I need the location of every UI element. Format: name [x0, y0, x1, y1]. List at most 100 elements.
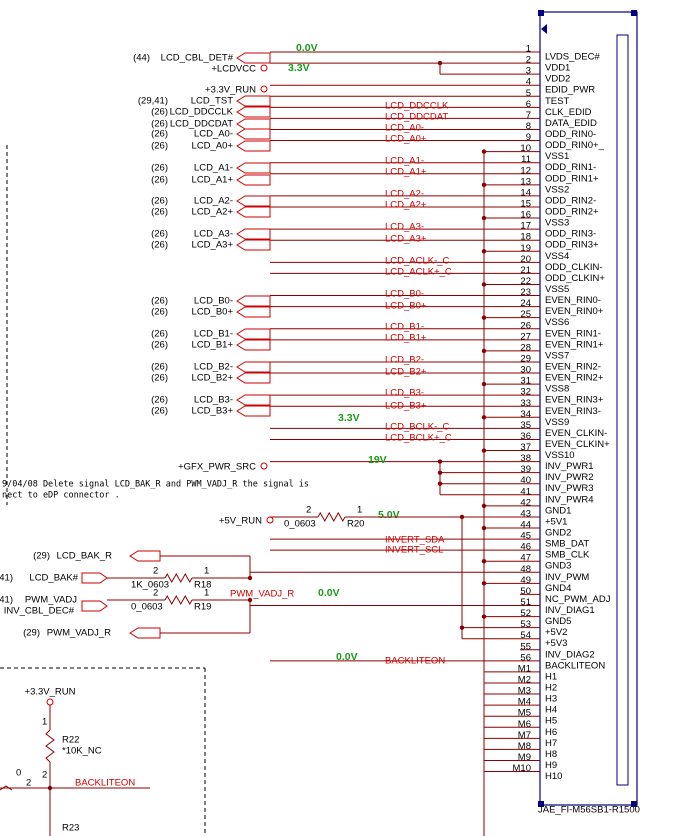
net-name: LCD_BAK_R	[57, 551, 113, 562]
pin-name: H3	[545, 694, 557, 705]
net-name: LCD_A1+	[192, 175, 234, 186]
junction	[481, 581, 487, 586]
net-label: LCD_B3-	[385, 388, 424, 399]
pin-name: VDD1	[545, 63, 570, 74]
junction	[481, 315, 487, 320]
pin-number: 40	[520, 475, 531, 486]
port	[236, 174, 271, 186]
net-name: +5V_RUN	[219, 516, 262, 527]
pin-number: 47	[520, 553, 531, 564]
pin-name: H1	[545, 671, 557, 682]
connector-slot	[616, 34, 629, 786]
pin-number: 50	[520, 586, 531, 597]
junction	[459, 625, 465, 630]
pin-name: EVEN_CLKIN+	[545, 439, 610, 450]
pin-number: 27	[520, 331, 531, 342]
pin-number: 1	[204, 588, 209, 599]
net-ref: (26)	[151, 307, 168, 318]
pin-name: +5V1	[545, 516, 567, 527]
junction	[481, 614, 487, 619]
pin-number: 21	[520, 265, 531, 276]
port	[236, 306, 271, 318]
pin-number: 41	[520, 486, 531, 497]
net-label: LCD_DDCDAT	[385, 112, 448, 123]
junction	[481, 215, 487, 221]
net-label: LCD_B0+	[385, 301, 427, 312]
resistor-ref: R20	[347, 518, 364, 529]
net-label: LCD_BCLK-_C	[385, 422, 450, 433]
power-port	[266, 516, 274, 524]
net-name: LCD_B3-	[194, 395, 233, 406]
pin-number: M6	[518, 719, 531, 730]
pin-number: 17	[520, 221, 531, 232]
pin-number: 11	[521, 154, 531, 165]
net-label: LCD_A1-	[385, 156, 424, 167]
pin-name: ODD_RIN0-	[545, 129, 596, 140]
pin-name: EVEN_RIN0-	[545, 295, 601, 306]
pin-number: 38	[520, 453, 531, 464]
net-name: LCD_B2+	[192, 373, 234, 384]
resistor-ref: R23	[62, 823, 79, 834]
net-label: LCD_B1-	[385, 322, 424, 333]
net-name: LCD_B0-	[194, 296, 233, 307]
port	[129, 550, 161, 562]
pin-number: 33	[520, 398, 531, 409]
net-name: PWM_VADJ	[25, 595, 77, 606]
voltage: 0.0V	[336, 651, 358, 663]
net-label: LCD_A0-	[385, 123, 424, 134]
pin-number: 2	[42, 770, 47, 781]
pin-number: 42	[520, 497, 531, 508]
net-name: LCD_DDCDAT	[170, 119, 233, 130]
pin-number: 26	[520, 320, 531, 331]
pin-name: ODD_RIN3-	[545, 229, 596, 240]
pin-name: VDD2	[545, 74, 570, 85]
net-label: LCD_A2+	[385, 200, 427, 211]
connector-part: JAE_FI-M56SB1-R1500	[538, 805, 640, 816]
pin-name: ODD_RIN2-	[545, 195, 596, 206]
voltage: 5.0V	[378, 509, 400, 521]
pin-number: 23	[520, 287, 531, 298]
pin-number: 55	[520, 641, 531, 652]
net-name: LCD_A1-	[194, 163, 233, 174]
pin-number: 20	[520, 254, 531, 265]
pin-name: LVDS_DEC#	[545, 52, 600, 63]
pin-number: 5	[526, 88, 531, 99]
junction	[481, 249, 487, 254]
net-name: LCD_A2+	[192, 207, 234, 218]
pin-number: M1	[518, 663, 531, 674]
pin-name: EVEN_RIN1-	[545, 328, 601, 339]
resistor	[317, 511, 346, 522]
power-port	[260, 85, 268, 93]
pin-number: 48	[520, 564, 531, 575]
pin-name: VSS9	[545, 417, 569, 428]
pin-name: TEST	[545, 96, 569, 107]
pin-number: 34	[520, 409, 531, 420]
pin-number: 14	[520, 187, 531, 198]
pin-number: 46	[520, 542, 531, 553]
net-name: LCD_B2-	[194, 362, 233, 373]
junction	[481, 448, 487, 453]
pin-number: 15	[520, 198, 531, 209]
pin-number: 12	[520, 165, 531, 176]
junction	[481, 282, 487, 287]
pin-number: 52	[520, 608, 531, 619]
net-ref: (26)	[151, 229, 168, 240]
net-name: INV_CBL_DEC#	[4, 606, 75, 617]
pin-name: EVEN_RIN0+	[545, 306, 604, 317]
pin-name: H5	[545, 716, 557, 727]
net-label: PWM_VADJ_R	[230, 589, 294, 600]
pin-name: ODD_RIN3+	[545, 240, 599, 251]
port	[236, 405, 271, 417]
pin-number: 18	[520, 232, 531, 243]
pin-name: NC_PWM_ADJ	[545, 594, 611, 605]
pin-number: 35	[520, 420, 531, 431]
voltage: 3.3V	[288, 62, 310, 74]
pin-number: 56	[520, 652, 531, 663]
port	[236, 162, 271, 174]
net-name: +3.3V_RUN	[25, 687, 76, 698]
pin-number: M10	[513, 763, 531, 774]
port	[236, 140, 271, 152]
pin-name: H4	[545, 705, 557, 716]
junction	[481, 503, 487, 509]
net-name: +LCDVCC	[211, 64, 256, 75]
